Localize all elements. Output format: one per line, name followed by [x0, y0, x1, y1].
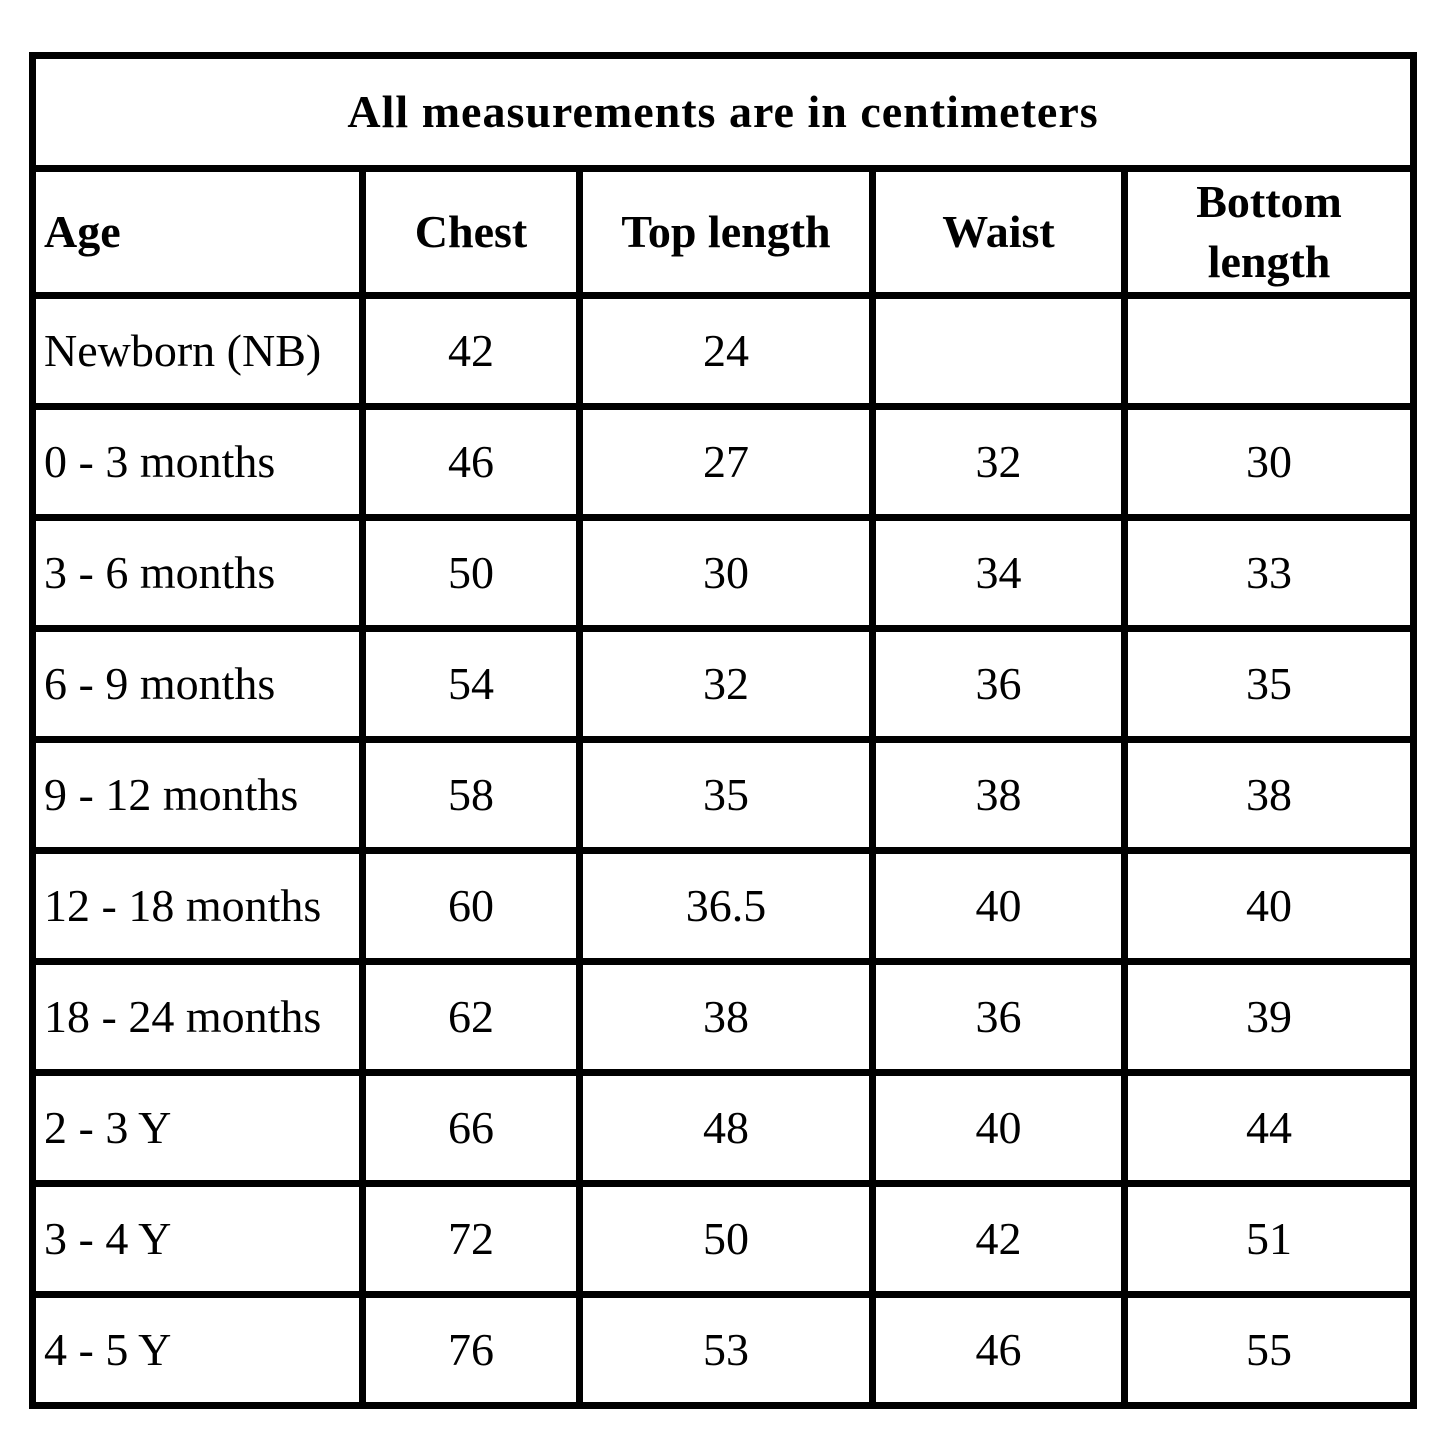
table-row: 3 - 6 months 50 30 34 33 — [29, 513, 1418, 632]
value-cell: 38 — [576, 957, 876, 1076]
value-cell: 48 — [576, 1068, 876, 1187]
age-cell: 2 - 3 Y — [29, 1068, 366, 1187]
value-cell: 36 — [869, 624, 1128, 743]
value-cell: 36 — [869, 957, 1128, 1076]
value-cell: 46 — [359, 402, 583, 521]
value-cell: 76 — [359, 1290, 583, 1409]
age-cell: 4 - 5 Y — [29, 1290, 366, 1409]
value-cell: 34 — [869, 513, 1128, 632]
size-chart: All measurements are in centimeters Age … — [28, 52, 1418, 1409]
table-head: All measurements are in centimeters Age … — [28, 52, 1418, 299]
age-cell: 6 - 9 months — [29, 624, 366, 743]
table-row: 18 - 24 months 62 38 36 39 — [29, 957, 1418, 1076]
table-row: 4 - 5 Y 76 53 46 55 — [29, 1290, 1418, 1409]
table-body: Newborn (NB) 42 24 0 - 3 months 46 27 32 30 3 - … — [29, 291, 1418, 1409]
value-cell: 66 — [359, 1068, 583, 1187]
value-cell: 30 — [1120, 402, 1418, 521]
age-cell: 9 - 12 months — [29, 735, 366, 854]
title-row: All measurements are in centimeters — [28, 52, 1418, 172]
age-cell: Newborn (NB) — [29, 291, 366, 410]
table-row: 9 - 12 months 58 35 38 38 — [29, 735, 1418, 854]
age-cell: 3 - 6 months — [29, 513, 366, 632]
value-cell: 42 — [869, 1179, 1128, 1298]
value-cell: 38 — [1120, 735, 1418, 854]
value-cell: 50 — [576, 1179, 876, 1298]
value-cell: 38 — [869, 735, 1128, 854]
value-cell: 42 — [359, 291, 583, 410]
age-cell: 3 - 4 Y — [29, 1179, 366, 1298]
table-row: 0 - 3 months 46 27 32 30 — [29, 402, 1418, 521]
value-cell: 58 — [359, 735, 583, 854]
table-row: 12 - 18 months 60 36.5 40 40 — [29, 846, 1418, 965]
column-header-chest: Chest — [359, 165, 583, 299]
value-cell: 46 — [869, 1290, 1128, 1409]
value-cell — [1120, 291, 1418, 410]
value-cell: 36.5 — [576, 846, 876, 965]
table-row: 2 - 3 Y 66 48 40 44 — [29, 1068, 1418, 1187]
value-cell: 33 — [1120, 513, 1418, 632]
column-header-waist: Waist — [869, 165, 1128, 299]
value-cell: 53 — [576, 1290, 876, 1409]
column-header-bottom-length: Bottom length — [1120, 165, 1418, 299]
table-row: Newborn (NB) 42 24 — [29, 291, 1418, 410]
column-header-top-length: Top length — [576, 165, 876, 299]
value-cell — [869, 291, 1128, 410]
value-cell: 51 — [1120, 1179, 1418, 1298]
value-cell: 35 — [576, 735, 876, 854]
age-cell: 12 - 18 months — [29, 846, 366, 965]
value-cell: 24 — [576, 291, 876, 410]
value-cell: 60 — [359, 846, 583, 965]
value-cell: 40 — [869, 1068, 1128, 1187]
value-cell: 72 — [359, 1179, 583, 1298]
table-row: 6 - 9 months 54 32 36 35 — [29, 624, 1418, 743]
value-cell: 55 — [1120, 1290, 1418, 1409]
value-cell: 39 — [1120, 957, 1418, 1076]
table-row: 3 - 4 Y 72 50 42 51 — [29, 1179, 1418, 1298]
value-cell: 32 — [576, 624, 876, 743]
age-cell: 0 - 3 months — [29, 402, 366, 521]
value-cell: 35 — [1120, 624, 1418, 743]
column-header-age: Age — [29, 165, 366, 299]
age-cell: 18 - 24 months — [29, 957, 366, 1076]
header-row: Age Chest Top length Waist Bottom length — [29, 165, 1418, 299]
table-title: All measurements are in centimeters — [28, 52, 1418, 172]
value-cell: 40 — [1120, 846, 1418, 965]
value-cell: 40 — [869, 846, 1128, 965]
value-cell: 62 — [359, 957, 583, 1076]
value-cell: 54 — [359, 624, 583, 743]
size-chart-table: All measurements are in centimeters Age … — [28, 52, 1418, 1409]
value-cell: 50 — [359, 513, 583, 632]
value-cell: 27 — [576, 402, 876, 521]
value-cell: 44 — [1120, 1068, 1418, 1187]
value-cell: 30 — [576, 513, 876, 632]
value-cell: 32 — [869, 402, 1128, 521]
